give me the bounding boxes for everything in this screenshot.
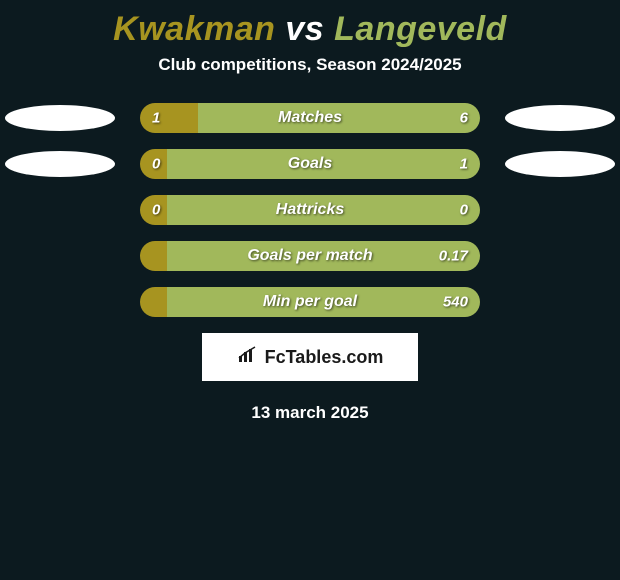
- stat-row: Hattricks 0 0: [0, 195, 620, 225]
- logo: FcTables.com: [237, 346, 384, 369]
- player1-name: Kwakman: [113, 10, 275, 48]
- bar-left-segment: [140, 287, 167, 317]
- player2-badge: [505, 105, 615, 131]
- bar-chart-icon: [237, 346, 259, 369]
- player1-badge: [5, 151, 115, 177]
- player1-badge: [5, 105, 115, 131]
- logo-box: FcTables.com: [202, 333, 418, 381]
- stat-label: Goals per match: [247, 247, 372, 265]
- stat-right-value: 0.17: [439, 248, 468, 265]
- stat-label: Goals: [288, 155, 332, 173]
- stat-right-value: 6: [460, 110, 468, 127]
- stat-left-value: 1: [152, 110, 160, 127]
- player2-name: Langeveld: [334, 10, 507, 48]
- stat-bar: Hattricks 0 0: [140, 195, 480, 225]
- vs-word: vs: [285, 10, 324, 48]
- stat-label: Min per goal: [263, 293, 357, 311]
- stat-row: Goals 0 1: [0, 149, 620, 179]
- stat-right-value: 0: [460, 202, 468, 219]
- stat-rows: Matches 1 6 Goals 0 1 Hattricks 0 0 Goals per mat…: [0, 103, 620, 317]
- stat-row: Min per goal 540: [0, 287, 620, 317]
- stat-bar: Goals per match 0.17: [140, 241, 480, 271]
- stat-label: Hattricks: [276, 201, 344, 219]
- date-line: 13 march 2025: [0, 403, 620, 423]
- bar-left-segment: [140, 103, 198, 133]
- stat-bar: Goals 0 1: [140, 149, 480, 179]
- stat-left-value: 0: [152, 156, 160, 173]
- stat-right-value: 540: [443, 294, 468, 311]
- stat-row: Matches 1 6: [0, 103, 620, 133]
- stat-bar: Matches 1 6: [140, 103, 480, 133]
- stat-label: Matches: [278, 109, 342, 127]
- subtitle: Club competitions, Season 2024/2025: [0, 55, 620, 75]
- stat-row: Goals per match 0.17: [0, 241, 620, 271]
- stat-left-value: 0: [152, 202, 160, 219]
- player2-badge: [505, 151, 615, 177]
- logo-text: FcTables.com: [265, 347, 384, 368]
- stat-bar: Min per goal 540: [140, 287, 480, 317]
- comparison-title: Kwakman vs Langeveld: [0, 0, 620, 55]
- bar-left-segment: [140, 241, 167, 271]
- stat-right-value: 1: [460, 156, 468, 173]
